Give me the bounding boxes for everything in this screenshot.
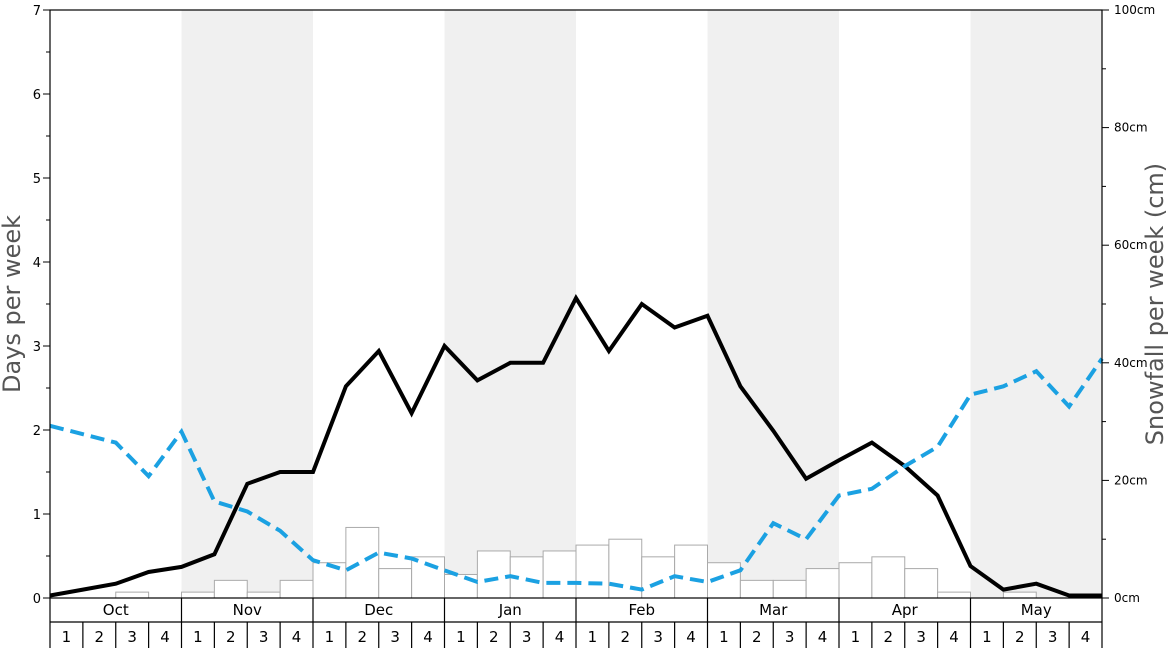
right-tick-label: 100cm — [1114, 3, 1155, 17]
snowfall-bar — [213, 579, 248, 599]
month-shade-mar — [707, 10, 839, 598]
snowfall-bar — [181, 591, 215, 599]
week-label: 4 — [818, 628, 828, 646]
snowfall-bar — [345, 526, 380, 599]
week-label: 2 — [1015, 628, 1025, 646]
week-label: 4 — [160, 628, 170, 646]
right-axis-title: Snowfall per week (cm) — [1141, 163, 1168, 445]
week-label: 2 — [226, 628, 236, 646]
month-row: Oct Nov Dec Jan Feb Mar Apr May — [49, 598, 1103, 648]
left-tick-label: 3 — [33, 340, 41, 355]
snowfall-bar — [838, 562, 873, 599]
left-tick-label: 0 — [33, 592, 41, 607]
month-label: Oct — [103, 601, 129, 619]
month-label: May — [1021, 601, 1052, 619]
snowfall-bar — [378, 568, 413, 599]
snowfall-bar — [1002, 591, 1037, 599]
snowfall-bar — [575, 544, 610, 599]
snowfall-bar — [115, 591, 150, 599]
month-label: Mar — [759, 601, 788, 619]
month-shade-nov — [181, 10, 313, 598]
month-shade-may — [970, 10, 1102, 598]
snowfall-bar — [904, 568, 939, 599]
month-shade-jan — [444, 10, 576, 598]
week-label: 1 — [193, 628, 203, 646]
month-label: Jan — [498, 601, 522, 619]
month-label: Apr — [892, 601, 919, 619]
left-tick-label: 6 — [33, 88, 41, 103]
week-row: 1 2 3 4 1 2 3 4 1 2 3 4 1 2 3 4 1 2 3 4 1 2 3 4 1 2 3 4 1 2 3 4 — [62, 622, 1091, 648]
snowfall-bar — [444, 573, 478, 599]
week-label: 1 — [982, 628, 992, 646]
week-label: 4 — [686, 628, 696, 646]
snowfall-bar — [937, 591, 971, 599]
week-label: 2 — [752, 628, 762, 646]
series-lines — [49, 294, 1104, 598]
snowfall-bar — [739, 579, 774, 599]
week-label: 2 — [95, 628, 105, 646]
right-tick-label: 80cm — [1114, 121, 1148, 135]
week-label: 2 — [358, 628, 368, 646]
week-label: 4 — [1081, 628, 1091, 646]
week-label: 2 — [621, 628, 631, 646]
week-label: 3 — [127, 628, 137, 646]
snowfall-bar — [279, 579, 314, 599]
week-label: 1 — [325, 628, 335, 646]
week-label: 2 — [884, 628, 894, 646]
snowfall-bar — [641, 556, 676, 599]
right-tick-label: 0cm — [1114, 591, 1140, 605]
week-label: 4 — [949, 628, 959, 646]
snowfall-bar — [674, 544, 708, 599]
left-tick-label: 1 — [33, 508, 41, 523]
right-tick-label: 40cm — [1114, 356, 1148, 370]
week-label: 1 — [456, 628, 466, 646]
right-tick-label: 60cm — [1114, 238, 1148, 252]
left-tick-label: 7 — [33, 4, 41, 19]
week-label: 3 — [653, 628, 663, 646]
snowfall-bar — [772, 579, 807, 599]
snowfall-bar — [246, 591, 281, 599]
week-label: 4 — [423, 628, 433, 646]
week-label: 1 — [719, 628, 729, 646]
snowfall-bar — [542, 550, 577, 599]
left-tick-label: 2 — [33, 424, 41, 439]
month-label: Feb — [628, 601, 655, 619]
week-label: 1 — [851, 628, 861, 646]
left-axis-title: Days per week — [0, 215, 26, 393]
week-label: 3 — [259, 628, 269, 646]
snowfall-bar — [476, 550, 511, 599]
week-label: 2 — [489, 628, 499, 646]
month-shading — [181, 10, 1102, 598]
week-label: 1 — [62, 628, 72, 646]
week-label: 3 — [390, 628, 400, 646]
left-tick-label: 4 — [33, 256, 41, 271]
week-label: 4 — [555, 628, 565, 646]
snowfall-bar — [871, 556, 906, 599]
week-label: 3 — [1048, 628, 1058, 646]
week-label: 1 — [588, 628, 598, 646]
week-label: 3 — [522, 628, 532, 646]
week-label: 3 — [785, 628, 795, 646]
solid-series-line — [49, 294, 1102, 598]
week-label: 4 — [292, 628, 302, 646]
dashed-series-line — [49, 357, 1104, 592]
month-label: Nov — [233, 601, 262, 619]
left-tick-label: 5 — [33, 172, 41, 187]
snowfall-bar — [805, 568, 840, 599]
left-axis: 0 1 2 3 4 5 6 7 — [33, 4, 50, 607]
month-label: Dec — [364, 601, 393, 619]
right-axis: 0cm 20cm 40cm 60cm 80cm 100cm — [1102, 3, 1155, 605]
right-tick-label: 20cm — [1114, 473, 1148, 487]
snowfall-bar — [312, 562, 347, 599]
week-label: 3 — [916, 628, 926, 646]
